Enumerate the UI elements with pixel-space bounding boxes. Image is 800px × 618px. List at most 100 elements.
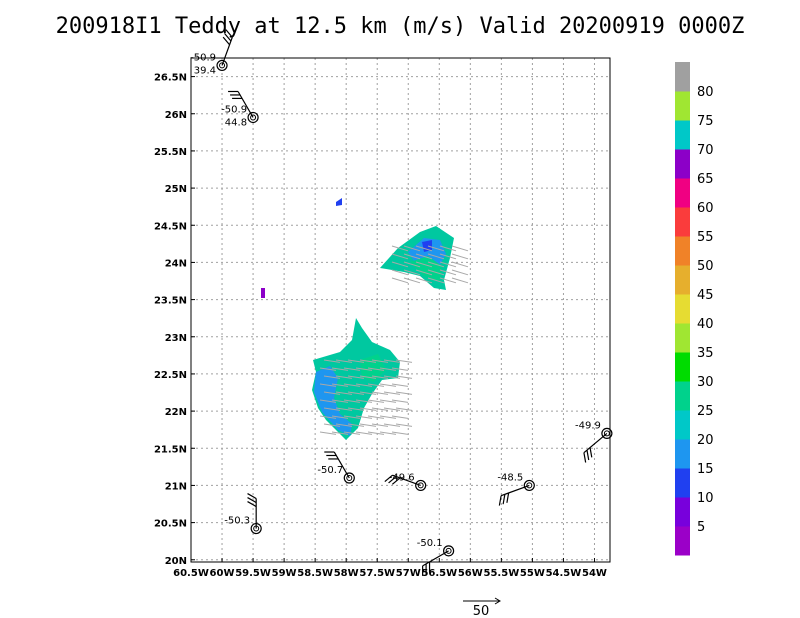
wind-vector [451, 245, 469, 252]
gridlines [190, 58, 610, 562]
wind-vector [343, 367, 361, 371]
wind-vector [331, 431, 349, 435]
wind-vector [379, 399, 397, 403]
x-tick-label: 56.5W [421, 568, 457, 579]
colorbar-segment [675, 294, 690, 324]
colorbar-label: 5 [697, 520, 705, 535]
wind-vector [439, 245, 457, 252]
y-tick-label: 21N [165, 481, 187, 492]
colorbar-label: 50 [697, 259, 714, 274]
wind-vector [415, 261, 433, 268]
x-tick-label: 59W [272, 568, 297, 579]
colorbar-segment [675, 526, 690, 556]
colorbar-label: 30 [697, 375, 714, 390]
wind-vector [323, 407, 341, 411]
colorbar-segment [675, 410, 690, 440]
colorbar-segment [675, 120, 690, 150]
colorbar-label: 15 [697, 462, 714, 477]
observation-label-2: 39.4 [194, 65, 216, 76]
wind-vector [343, 383, 361, 387]
wind-barb-flag [224, 32, 232, 42]
wind-vector [367, 383, 385, 387]
wind-vector [331, 415, 349, 419]
colorbar-label: 65 [697, 172, 714, 187]
observation-marker-inner [526, 482, 533, 489]
wind-vector [415, 245, 433, 252]
wind-vector [371, 375, 389, 379]
wind-vector [371, 423, 389, 427]
colorbar-label: 40 [697, 317, 714, 332]
wind-vector [323, 375, 341, 379]
wind-vector [403, 253, 421, 260]
y-tick-label: 22N [165, 407, 187, 418]
colorbar-label: 75 [697, 114, 714, 129]
wind-barb-flag [506, 492, 510, 503]
wind-vector [367, 399, 385, 403]
observation-marker-inner [445, 547, 452, 554]
wind-vector [319, 415, 337, 419]
y-tick-label: 23.5N [154, 296, 187, 307]
y-tick-label: 24N [165, 258, 187, 269]
wind-vector [367, 431, 385, 435]
y-tick-label: 25.5N [154, 147, 187, 158]
wind-vector [391, 253, 409, 260]
wind-vector [415, 253, 433, 260]
wind-vector [319, 367, 337, 371]
wind-vector [355, 399, 373, 403]
wind-vector [427, 269, 445, 276]
wind-barb-flag [222, 36, 231, 46]
wind-vector [451, 253, 469, 260]
wind-speed-patch [261, 288, 265, 298]
wind-vector [331, 399, 349, 403]
wind-barb-staff [583, 432, 608, 454]
wind-vector [359, 391, 377, 395]
x-tick-label: 60W [210, 568, 235, 579]
wind-vector [359, 423, 377, 427]
wind-vector [323, 423, 341, 427]
colorbar-segment [675, 149, 690, 179]
colorbar: 5 10 15 20 25 30 35 40 45 50 55 60 65 70 75 80 [675, 62, 714, 556]
observation-label: -50.1 [417, 538, 443, 549]
wind-barb-flag [391, 477, 401, 485]
wind-vector [347, 407, 365, 411]
y-tick-label: 23N [165, 333, 187, 344]
y-tick-label: 26N [165, 110, 187, 121]
y-tick-label: 25N [165, 184, 187, 195]
colorbar-segment [675, 178, 690, 208]
wind-vector [415, 269, 433, 276]
wind-vector [335, 375, 353, 379]
wind-vector [371, 359, 389, 363]
wind-barb-staff [392, 474, 421, 486]
wind-vector [379, 431, 397, 435]
colorbar-label: 35 [697, 346, 714, 361]
wind-vector [391, 269, 409, 276]
colorbar-segment [675, 265, 690, 295]
wind-barb-flag [384, 474, 393, 483]
wind-vector [427, 277, 445, 284]
x-tick-label: 54.5W [546, 568, 582, 579]
wind-barb-flag [388, 476, 397, 484]
wind-vector [379, 367, 397, 371]
colorbar-segment [675, 468, 690, 498]
wind-vector [391, 383, 409, 387]
wind-vector [343, 415, 361, 419]
wind-vector [371, 407, 389, 411]
observation-label: -50.7 [317, 465, 343, 476]
reference-vector: 50 [463, 597, 501, 618]
wind-vector [367, 367, 385, 371]
wind-vector [395, 375, 413, 379]
wind-vector [439, 277, 457, 284]
y-tick-label: 20N [165, 556, 187, 567]
wind-vector [439, 261, 457, 268]
x-tick-label: 56W [458, 568, 483, 579]
wind-vector [335, 359, 353, 363]
x-tick-label: 60.5W [173, 568, 209, 579]
colorbar-label: 10 [697, 491, 714, 506]
wind-barb-flag [247, 497, 257, 504]
wind-vector [395, 423, 413, 427]
wind-vector [403, 277, 421, 284]
observation-marker-inner [219, 62, 226, 69]
wind-vector [355, 415, 373, 419]
wind-vector [355, 431, 373, 435]
